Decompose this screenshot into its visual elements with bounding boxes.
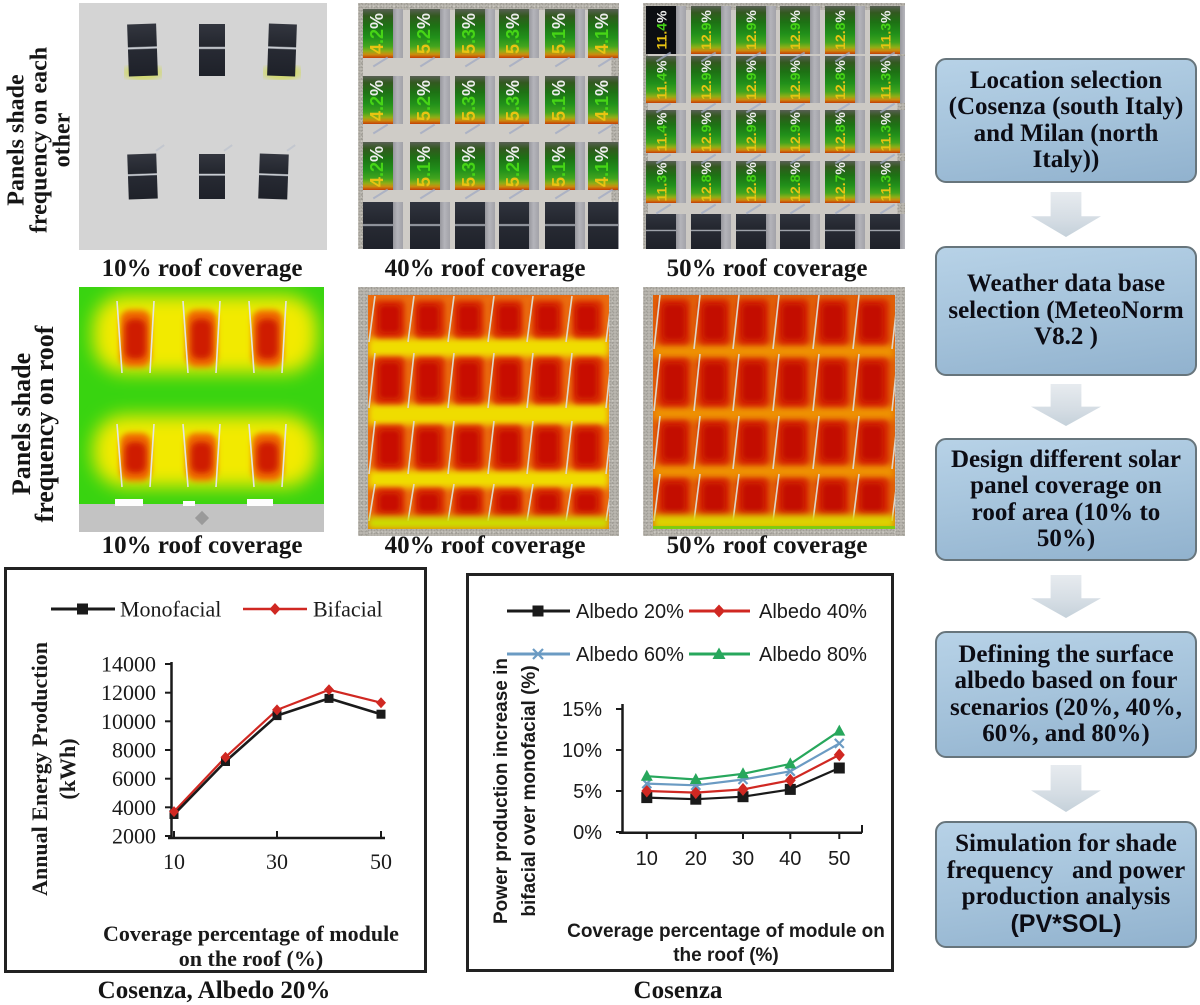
svg-text:Albedo 80%: Albedo 80% (759, 644, 867, 666)
svg-text:30: 30 (732, 848, 754, 870)
svg-text:Albedo 40%: Albedo 40% (759, 601, 867, 623)
svg-text:5%: 5% (573, 781, 602, 803)
svg-text:30: 30 (266, 849, 288, 874)
svg-text:15%: 15% (562, 699, 602, 721)
svg-text:40: 40 (779, 848, 801, 870)
svg-text:50: 50 (828, 848, 850, 870)
svg-text:14000: 14000 (101, 652, 156, 677)
svg-text:20: 20 (685, 848, 707, 870)
svg-text:6000: 6000 (112, 766, 156, 791)
svg-text:4000: 4000 (112, 795, 156, 820)
svg-text:0%: 0% (573, 822, 602, 844)
svg-text:(kWh): (kWh) (55, 738, 80, 799)
svg-text:the roof (%): the roof (%) (673, 945, 779, 966)
svg-text:on the roof (%): on the roof (%) (179, 946, 323, 971)
svg-text:Power production increase in: Power production increase in (491, 658, 512, 924)
svg-text:Albedo 60%: Albedo 60% (576, 644, 684, 666)
svg-text:bifacial over monofacial (%): bifacial over monofacial (%) (519, 665, 540, 916)
svg-text:50: 50 (370, 849, 392, 874)
svg-text:10: 10 (636, 848, 658, 870)
svg-text:Bifacial: Bifacial (313, 597, 383, 622)
svg-text:10000: 10000 (101, 709, 156, 734)
svg-text:Coverage percentage of module: Coverage percentage of module on (567, 921, 885, 942)
svg-text:10: 10 (163, 849, 185, 874)
svg-text:Albedo 20%: Albedo 20% (576, 601, 684, 623)
svg-text:2000: 2000 (112, 824, 156, 849)
svg-text:12000: 12000 (101, 680, 156, 705)
svg-text:8000: 8000 (112, 738, 156, 763)
svg-text:Monofacial: Monofacial (120, 597, 221, 622)
svg-text:10%: 10% (562, 740, 602, 762)
svg-text:Coverage percentage of module: Coverage percentage of module (103, 921, 399, 946)
svg-text:Annual Energy Production: Annual Energy Production (27, 642, 52, 896)
